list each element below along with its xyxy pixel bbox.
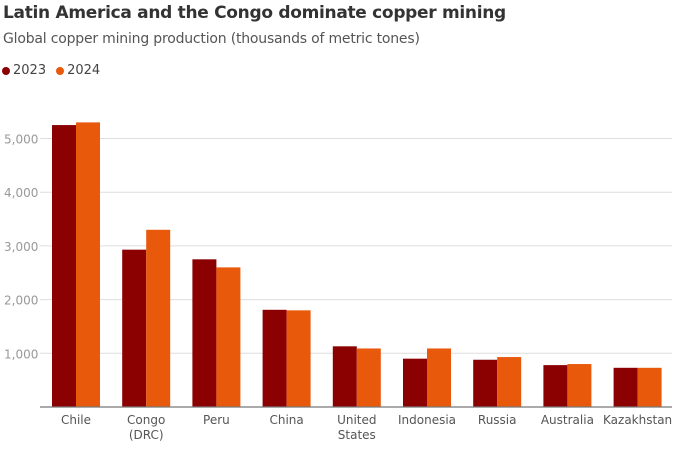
bar-2024: [76, 122, 100, 407]
x-tick-label: Indonesia: [398, 413, 456, 427]
bar-2024: [567, 364, 592, 407]
bar-2023: [52, 125, 76, 407]
y-tick-label: 1,000: [4, 347, 38, 361]
legend-item-2024: 2024: [56, 63, 100, 78]
bar-2024: [637, 367, 662, 407]
x-tick-label: China: [269, 413, 303, 427]
legend: 2023 2024: [2, 63, 100, 78]
x-tick-label: United: [337, 413, 376, 427]
x-tick-label: Peru: [203, 413, 230, 427]
bar-2024: [216, 267, 241, 407]
bar-2023: [262, 309, 287, 407]
legend-swatch-2023: [2, 66, 10, 75]
x-tick-label: Kazakhstan: [603, 413, 672, 427]
bar-2023: [122, 249, 147, 407]
x-tick-label: Congo: [127, 413, 165, 427]
chart-title: Latin America and the Congo dominate cop…: [3, 3, 506, 23]
bar-2023: [332, 346, 357, 407]
x-tick-label: Chile: [61, 413, 91, 427]
y-tick-label: 5,000: [4, 133, 38, 147]
bar-2023: [473, 359, 498, 407]
y-tick-label: 2,000: [4, 294, 38, 308]
bar-2023: [403, 358, 427, 407]
bar-2023: [543, 365, 568, 407]
legend-item-2023: 2023: [2, 63, 46, 78]
legend-label: 2023: [13, 63, 47, 78]
bar-2024: [497, 357, 522, 407]
bar-2023: [192, 259, 217, 407]
legend-label: 2024: [67, 63, 101, 78]
bar-2024: [356, 348, 381, 407]
chart-subtitle: Global copper mining production (thousan…: [3, 31, 420, 47]
bar-2024: [286, 310, 311, 407]
x-tick-label: States: [338, 428, 376, 442]
x-tick-label: (DRC): [129, 428, 164, 442]
bar-2024: [427, 348, 451, 407]
bar-2024: [146, 229, 171, 407]
x-tick-label: Russia: [478, 413, 517, 427]
y-tick-label: 3,000: [4, 240, 38, 254]
x-tick-label: Australia: [541, 413, 594, 427]
legend-swatch-2024: [56, 66, 65, 75]
y-tick-label: 4,000: [4, 186, 38, 200]
bar-2023: [613, 367, 638, 407]
